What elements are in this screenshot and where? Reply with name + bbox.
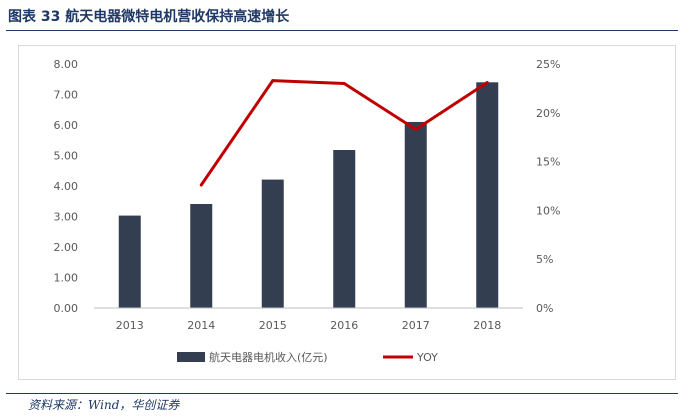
source-note: 资料来源：Wind，华创证券 [28,398,180,412]
x-tick-label: 2013 [116,319,144,332]
y-right-tick-label: 5% [536,253,553,266]
title-divider [6,30,678,31]
legend-swatch-bar [177,352,205,362]
combo-chart: 0.00 1.00 2.00 3.00 4.00 5.00 6.00 7.00 8.00 0% 5%… [54,58,561,364]
y-left-tick-label: 7.00 [54,89,79,102]
y-right-tick-label: 0% [536,302,553,315]
y-right-tick-label: 20% [536,107,560,120]
yoy-point [271,79,275,83]
x-tick-label: 2014 [187,319,215,332]
x-tick-label: 2015 [259,319,287,332]
y-left-tick-label: 1.00 [54,272,79,285]
y-left-tick-label: 2.00 [54,241,79,254]
legend-label-bar: 航天电器电机收入(亿元) [209,350,328,364]
figure-title: 图表 33 航天电器微特电机营收保持高速增长 [8,9,290,25]
yoy-point [199,183,203,187]
y-left-tick-label: 4.00 [54,180,79,193]
y-right-tick-label: 15% [536,156,560,169]
bar [118,215,141,308]
y-right-tick-label: 10% [536,204,560,217]
yoy-point [485,81,489,85]
footer-divider [6,393,678,394]
y-left-tick-label: 3.00 [54,211,79,224]
bar [190,203,213,308]
y-left-tick-label: 6.00 [54,119,79,132]
bar [404,121,427,308]
x-tick-label: 2016 [330,319,358,332]
legend-label-line: YOY [416,351,438,364]
bar [333,150,356,308]
x-tick-label: 2017 [402,319,430,332]
chart-container: 0.00 1.00 2.00 3.00 4.00 5.00 6.00 7.00 8.00 0% 5%… [18,45,676,380]
yoy-point [414,127,418,131]
bar [261,179,284,308]
bar [476,82,499,308]
y-right-tick-label: 25% [536,58,560,71]
y-left-tick-label: 0.00 [54,302,79,315]
y-left-tick-label: 8.00 [54,58,79,71]
x-tick-label: 2018 [473,319,501,332]
y-left-tick-label: 5.00 [54,150,79,163]
yoy-point [342,82,346,86]
